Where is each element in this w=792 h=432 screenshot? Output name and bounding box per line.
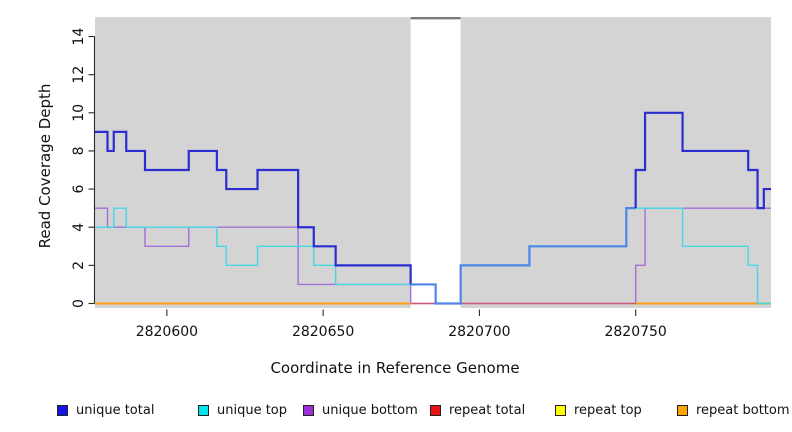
- legend-item-unique-total: unique total: [57, 400, 154, 420]
- series-line-unique-total: [634, 111, 771, 210]
- legend-item-unique-top: unique top: [198, 400, 287, 420]
- series-line-unique-top: [95, 207, 771, 305]
- legend-swatch-repeat-top: [555, 404, 566, 416]
- x-tick-label: 2820650: [292, 324, 354, 340]
- legend-label: repeat top: [574, 402, 642, 418]
- x-tick-label: 2820600: [136, 324, 198, 340]
- y-tick-label: 8: [71, 146, 87, 155]
- legend-item-repeat-total: repeat total: [430, 400, 525, 420]
- legend-label: unique total: [76, 402, 155, 418]
- legend-swatch-unique-bottom: [303, 404, 314, 416]
- y-tick-label: 4: [71, 223, 87, 232]
- y-tick-label: 14: [71, 28, 87, 46]
- masked-region: [410, 17, 461, 308]
- y-tick-label: 12: [71, 66, 87, 84]
- legend-label: repeat total: [449, 402, 526, 418]
- legend-item-repeat-top: repeat top: [555, 400, 642, 420]
- legend-label: unique top: [217, 402, 288, 418]
- legend-swatch-unique-total: [57, 404, 68, 416]
- x-tick-label: 2820750: [604, 324, 666, 340]
- legend-swatch-repeat-total: [430, 404, 441, 416]
- legend-swatch-unique-top: [198, 404, 209, 416]
- x-axis-title: Coordinate in Reference Genome: [270, 359, 520, 377]
- y-tick-label: 6: [71, 185, 87, 194]
- legend-item-repeat-bottom: repeat bottom: [677, 400, 790, 420]
- series-lines: [95, 111, 771, 305]
- x-tick-label: 2820700: [448, 324, 510, 340]
- legend-item-unique-bottom: unique bottom: [303, 400, 418, 420]
- y-axis-title: Read Coverage Depth: [36, 83, 54, 249]
- legend-label: repeat bottom: [696, 402, 790, 418]
- legend-label: unique bottom: [322, 402, 418, 418]
- legend: unique total unique top unique bottom repea…: [0, 400, 792, 424]
- series-line-unique-total: [410, 207, 636, 305]
- y-tick-label: 2: [71, 261, 87, 270]
- series-line-unique-total: [95, 130, 412, 285]
- legend-swatch-repeat-bottom: [677, 404, 688, 416]
- y-axis: 0 2 4 6 8 10 12 14: [71, 28, 96, 308]
- y-tick-label: 10: [71, 104, 87, 122]
- y-tick-label: 0: [71, 299, 87, 308]
- x-axis: 2820600 2820650 2820700 2820750: [136, 309, 667, 340]
